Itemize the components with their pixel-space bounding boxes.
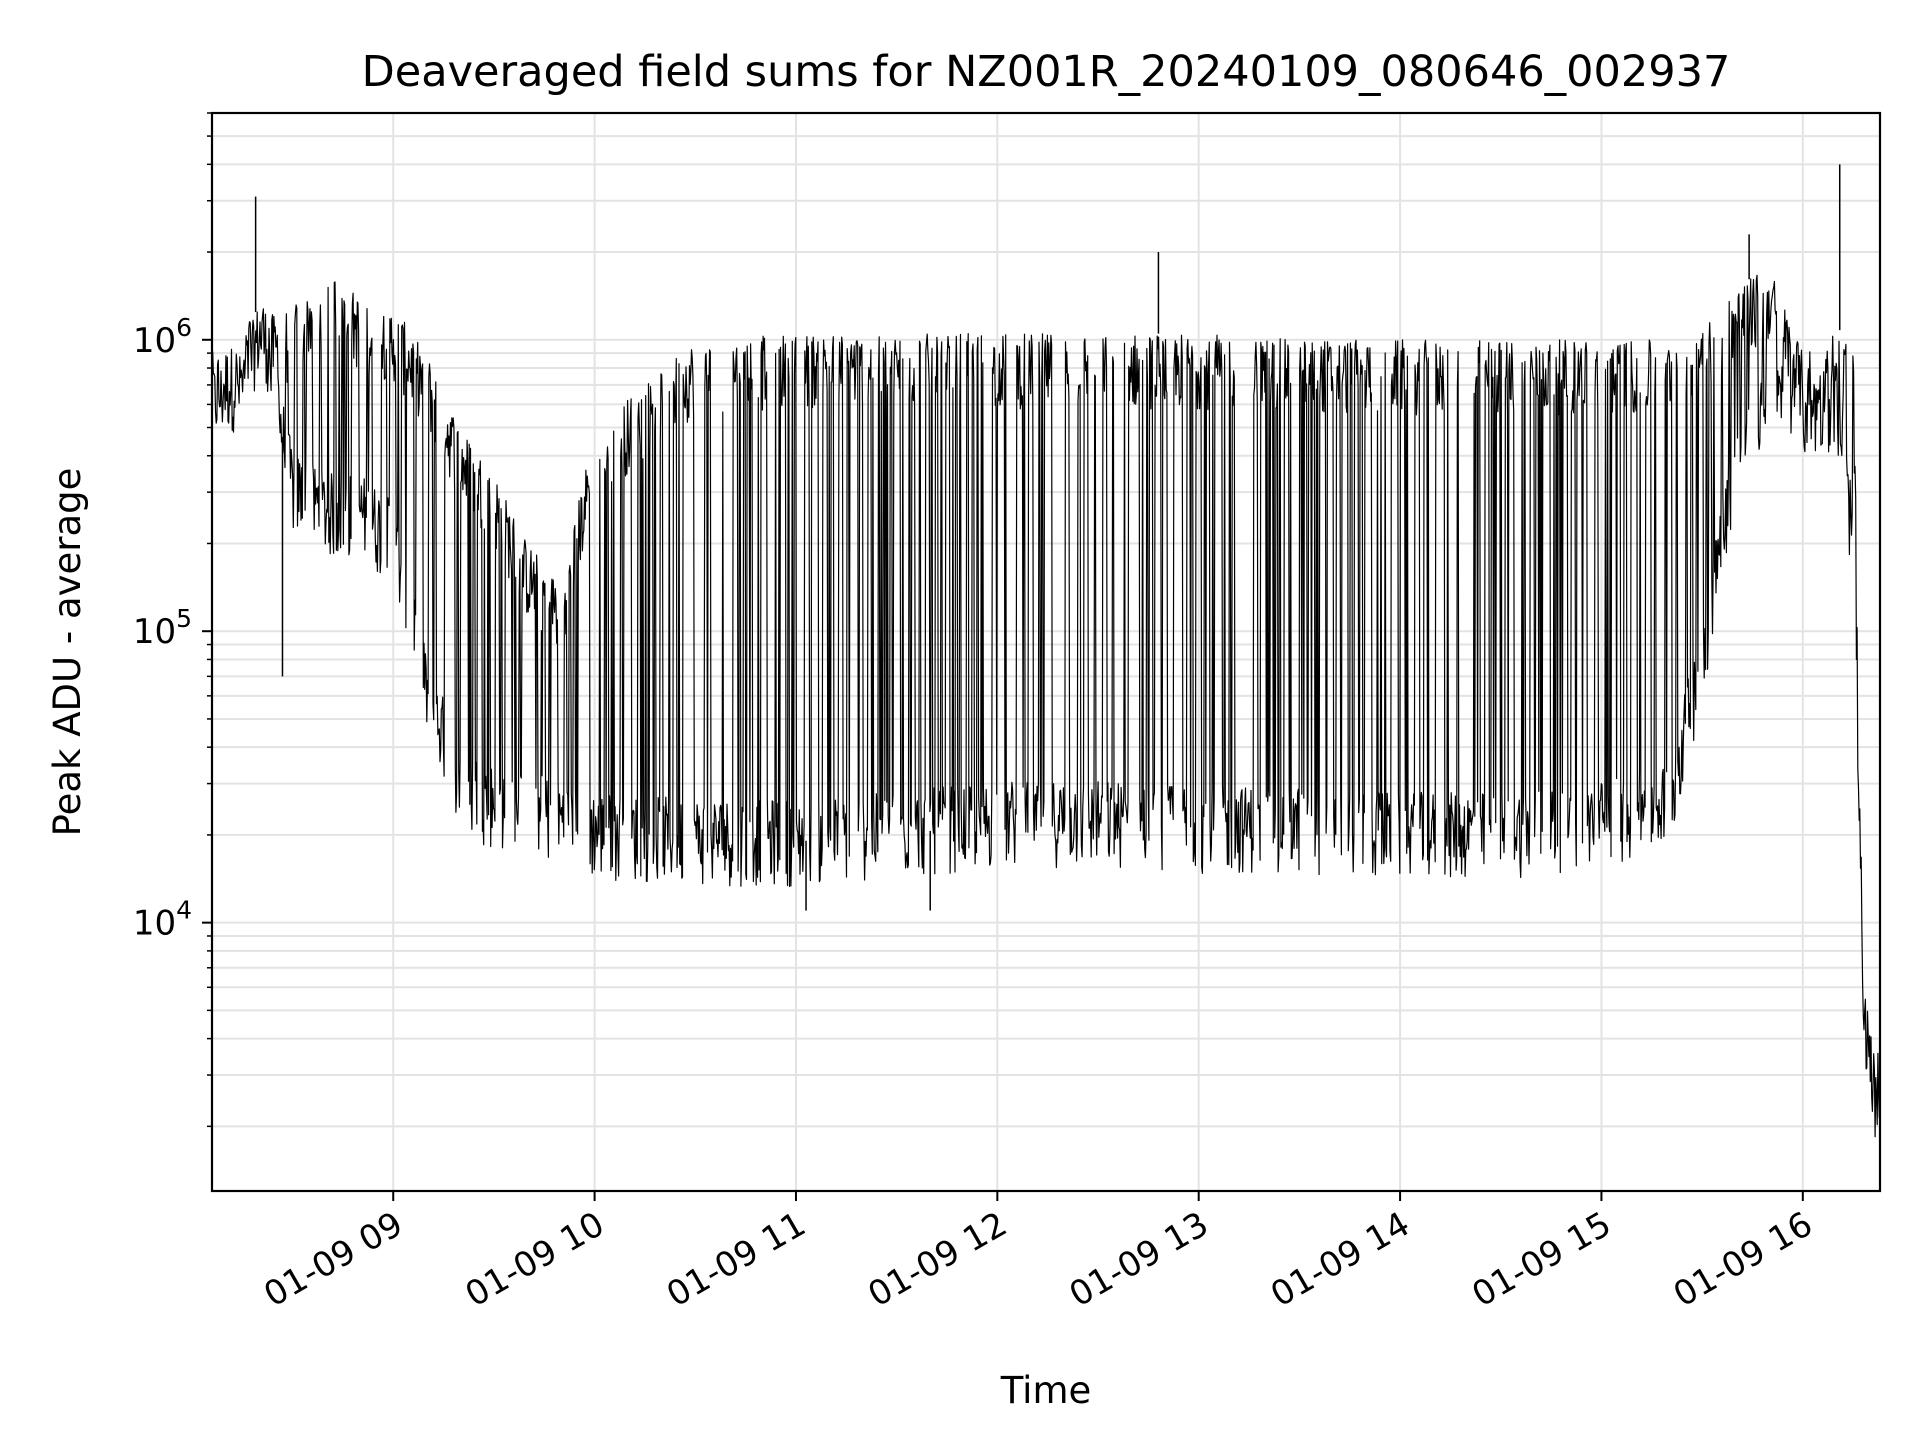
grid-lines [212,112,1880,1191]
y-tick-exponent: 4 [176,896,192,925]
plot-frame [210,111,1882,1193]
series-line [211,274,1881,1138]
chart-title: Deaveraged field sums for NZ001R_2024010… [362,47,1731,97]
y-tick-label: 105 [133,604,192,652]
data-series [211,164,1881,1138]
y-tick-label: 106 [133,313,192,361]
y-tick-exponent: 6 [176,313,192,342]
x-axis-label: Time [1000,1369,1092,1412]
y-tick-exponent: 5 [176,604,192,633]
y-tick-base: 10 [133,321,176,361]
y-tick-base: 10 [133,904,176,944]
y-tick-label: 104 [133,896,192,944]
y-axis-label: Peak ADU - average [46,468,89,837]
y-tick-base: 10 [133,612,176,652]
